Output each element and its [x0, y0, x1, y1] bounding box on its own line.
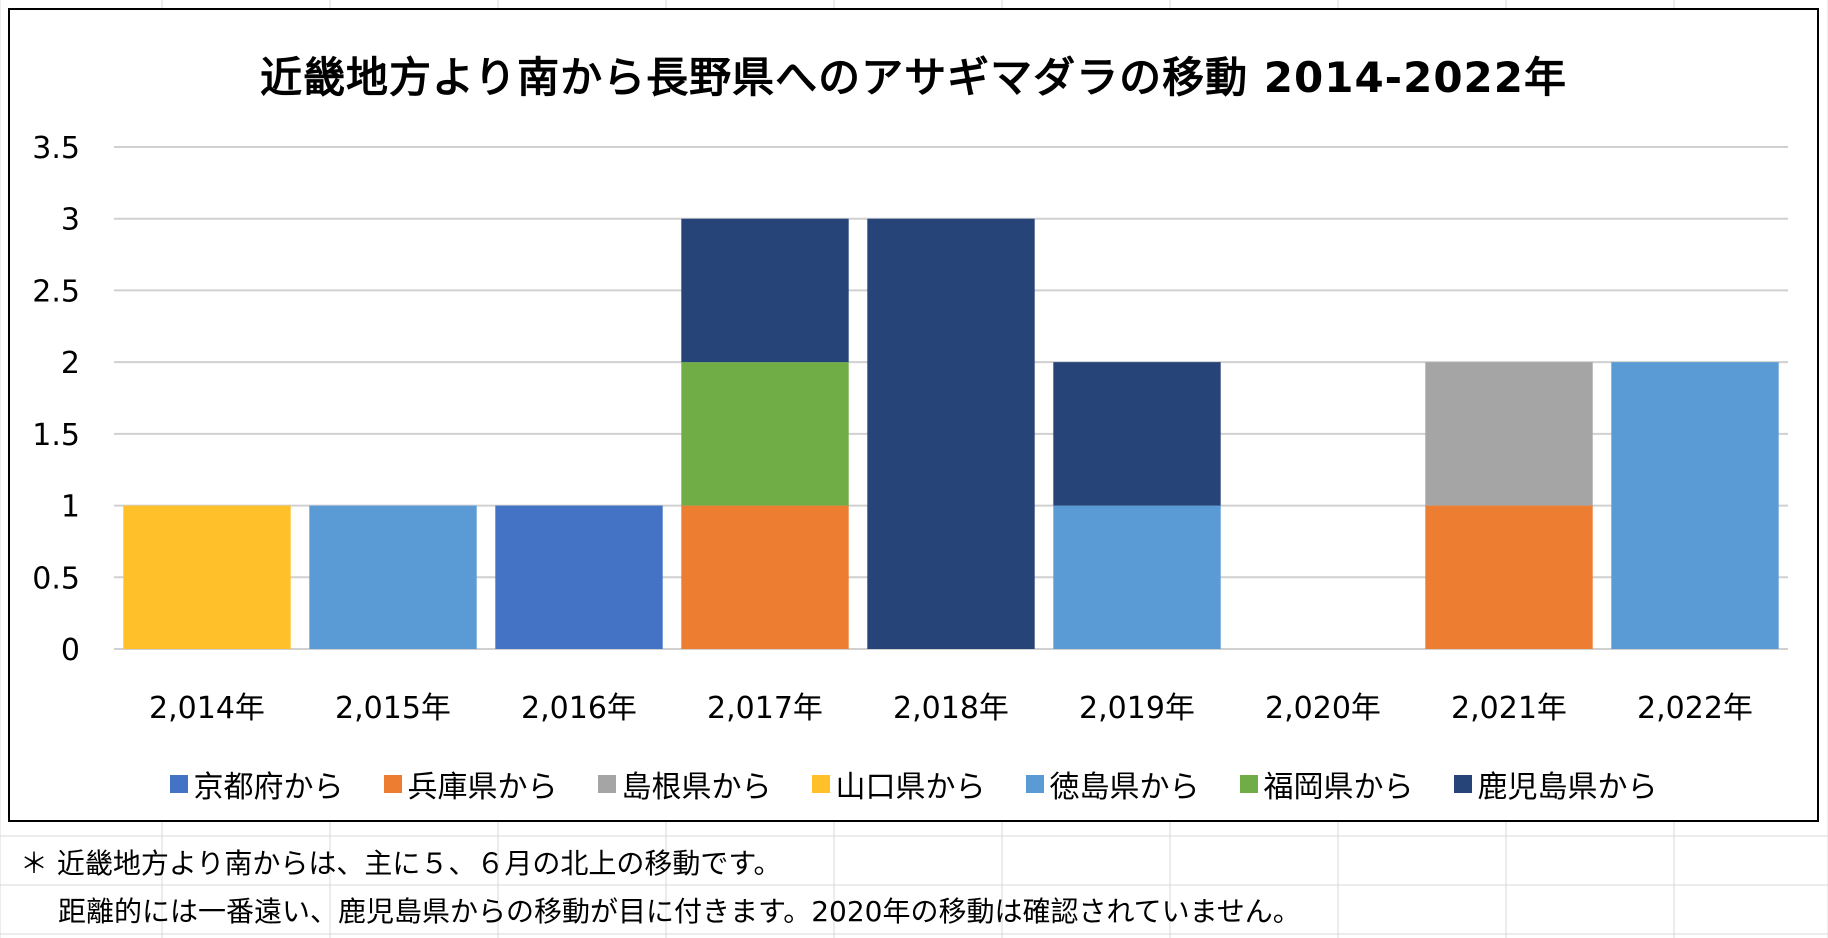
y-axis: 0 0.5 1 1.5 2 2.5 3 3.5	[32, 131, 80, 668]
x-tick-label: 2,018年	[893, 691, 1009, 726]
legend-swatch	[811, 775, 830, 793]
legend: 京都府から 兵庫県から 島根県から 山口県から 徳島県から 福岡県から 鹿児島県から	[10, 762, 1817, 806]
bar-0-3	[123, 505, 291, 649]
x-tick-label: 2,016年	[521, 691, 637, 726]
legend-swatch	[169, 775, 188, 793]
legend-swatch	[383, 775, 402, 793]
bar-1-4	[309, 505, 477, 649]
x-tick-label: 2,014年	[149, 691, 265, 726]
x-tick-label: 2,017年	[707, 691, 823, 726]
y-tick-label: 1.5	[32, 418, 80, 453]
legend-label: 山口県から	[835, 770, 986, 805]
chart-title: 近畿地方より南から長野県へのアサギマダラの移動 2014-2022年	[259, 53, 1567, 102]
legend-item-6: 鹿児島県から	[1453, 762, 1658, 806]
bar-8-4	[1611, 362, 1779, 649]
y-tick-label: 2	[61, 346, 80, 381]
y-tick-label: 0	[61, 633, 80, 668]
bar-2-0	[495, 505, 663, 649]
legend-item-3: 山口県から	[811, 762, 986, 806]
legend-label: 島根県から	[621, 770, 772, 805]
legend-swatch	[1025, 775, 1044, 793]
x-tick-label: 2,021年	[1451, 691, 1567, 726]
legend-label: 兵庫県から	[407, 770, 558, 805]
x-axis: 2,014年 2,015年 2,016年 2,017年 2,018年 2,019年 2,02…	[149, 691, 1753, 726]
bar-3-1	[681, 505, 849, 649]
legend-label: 徳島県から	[1049, 770, 1200, 805]
legend-item-5: 福岡県から	[1239, 762, 1414, 806]
bar-5-6	[1053, 362, 1221, 506]
bar-7-2	[1425, 362, 1593, 506]
x-tick-label: 2,022年	[1637, 691, 1753, 726]
note-line-1: ＊ 近畿地方より南からは、主に５、６月の北上の移動です。	[20, 847, 782, 880]
legend-label: 鹿児島県から	[1477, 770, 1658, 805]
legend-label: 京都府から	[193, 770, 344, 805]
bar-5-4	[1053, 505, 1221, 649]
y-tick-label: 3	[61, 203, 80, 238]
bar-7-1	[1425, 505, 1593, 649]
y-tick-label: 3.5	[32, 131, 80, 166]
legend-item-2: 島根県から	[597, 762, 772, 806]
bar-3-6	[681, 218, 849, 363]
legend-item-0: 京都府から	[169, 762, 344, 806]
legend-swatch	[1453, 775, 1472, 793]
legend-item-4: 徳島県から	[1025, 762, 1200, 806]
plot-area: 0 0.5 1 1.5 2 2.5 3 3.5 2,014年 2,015年 2,016年 2,017年…	[32, 131, 1788, 726]
chart-frame: 近畿地方より南から長野県へのアサギマダラの移動 2014-2022年 0 0.5 1…	[8, 8, 1819, 822]
notes: ＊ 近畿地方より南からは、主に５、６月の北上の移動です。 距離的には一番遠い、鹿…	[20, 840, 1301, 936]
bar-3-5	[681, 362, 849, 506]
y-tick-label: 1	[61, 490, 80, 525]
y-tick-label: 2.5	[32, 274, 80, 309]
x-tick-label: 2,020年	[1265, 691, 1381, 726]
legend-swatch	[1239, 775, 1258, 793]
bar-4-6	[867, 218, 1035, 649]
x-tick-label: 2,015年	[335, 691, 451, 726]
legend-item-1: 兵庫県から	[383, 762, 558, 806]
y-tick-label: 0.5	[32, 561, 80, 596]
legend-label: 福岡県から	[1263, 770, 1414, 805]
note-line-2: 距離的には一番遠い、鹿児島県からの移動が目に付きます。2020年の移動は確認され…	[58, 895, 1301, 928]
x-tick-label: 2,019年	[1079, 691, 1195, 726]
bars	[123, 218, 1779, 649]
legend-swatch	[597, 775, 616, 793]
